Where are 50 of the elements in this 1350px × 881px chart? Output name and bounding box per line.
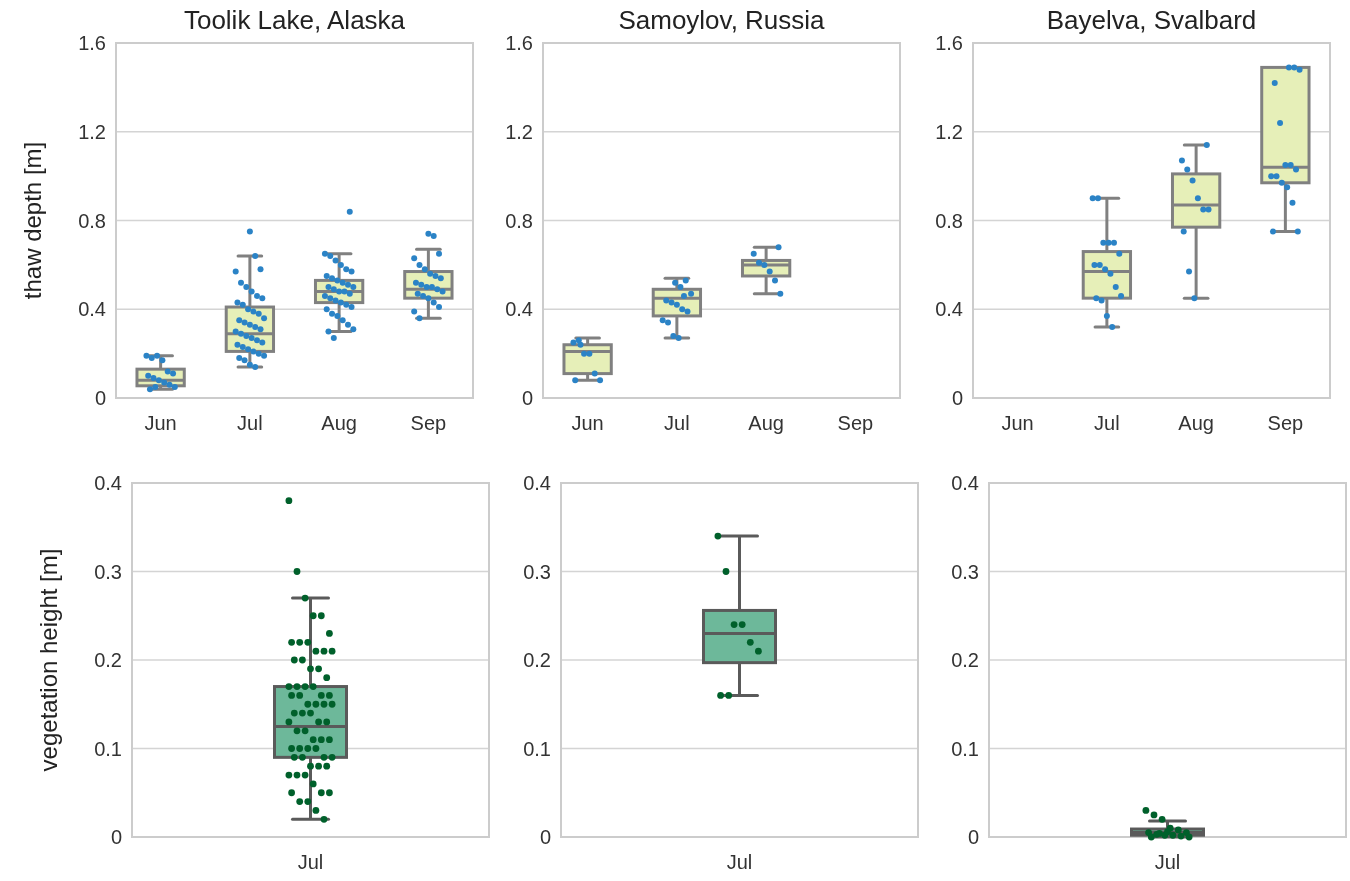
- y-tick-label: 0.8: [78, 209, 106, 232]
- y-tick-label: 0: [521, 387, 533, 409]
- y-tick-label: 0: [110, 826, 122, 848]
- y-tick-label: 0.8: [505, 209, 533, 232]
- y-tick-label: 1.6: [505, 32, 533, 54]
- y-tick-label: 0.4: [505, 298, 533, 321]
- y-tick-label: 0.2: [951, 649, 979, 671]
- y-tick-label: 1.2: [935, 120, 963, 143]
- y-tick-label: 0: [94, 387, 106, 409]
- y-axis-title: vegetation height [m]: [35, 548, 62, 772]
- y-tick-label: 0.1: [523, 737, 551, 760]
- y-tick-label: 0.1: [94, 737, 122, 760]
- x-tick-label: Jul: [237, 412, 263, 434]
- y-tick-label: 0.1: [951, 737, 979, 760]
- x-tick-label: Jun: [144, 412, 177, 434]
- x-tick-label: Sep: [410, 412, 447, 434]
- x-tick-label: Aug: [1178, 412, 1214, 434]
- y-tick-label: 1.6: [78, 32, 106, 54]
- chart-title: Toolik Lake, Alaska: [183, 5, 406, 35]
- y-tick-label: 0.3: [951, 560, 979, 583]
- x-tick-label: Sep: [837, 412, 874, 434]
- y-tick-label: 0.8: [935, 209, 963, 232]
- x-tick-label: Jul: [664, 412, 690, 434]
- x-tick-label: Aug: [748, 412, 784, 434]
- y-tick-label: 0.4: [523, 472, 551, 494]
- y-tick-label: 1.6: [935, 32, 963, 54]
- x-tick-label: Aug: [321, 412, 357, 434]
- y-tick-label: 0.4: [951, 472, 979, 494]
- x-tick-label: Jul: [297, 851, 324, 873]
- x-tick-label: Jun: [1001, 412, 1034, 434]
- y-tick-label: 1.2: [505, 120, 533, 143]
- y-tick-label: 0.2: [523, 649, 551, 671]
- y-tick-label: 0.2: [94, 649, 122, 671]
- y-tick-label: 0: [967, 826, 979, 848]
- y-tick-label: 0.3: [523, 560, 551, 583]
- x-tick-label: Jul: [1154, 851, 1181, 873]
- y-tick-label: 0.3: [94, 560, 122, 583]
- x-tick-label: Jun: [571, 412, 604, 434]
- x-tick-label: Sep: [1267, 412, 1304, 434]
- y-tick-label: 0: [951, 387, 963, 409]
- chart-title: Bayelva, Svalbard: [1046, 5, 1257, 35]
- y-tick-label: 0: [539, 826, 551, 848]
- y-tick-label: 0.4: [78, 298, 106, 321]
- chart-title: Samoylov, Russia: [618, 5, 826, 35]
- y-tick-label: 0.4: [94, 472, 122, 494]
- y-tick-label: 0.4: [935, 298, 963, 321]
- y-axis-title: thaw depth [m]: [19, 141, 46, 300]
- x-tick-label: Jul: [726, 851, 753, 873]
- x-tick-label: Jul: [1094, 412, 1120, 434]
- y-tick-label: 1.2: [78, 120, 106, 143]
